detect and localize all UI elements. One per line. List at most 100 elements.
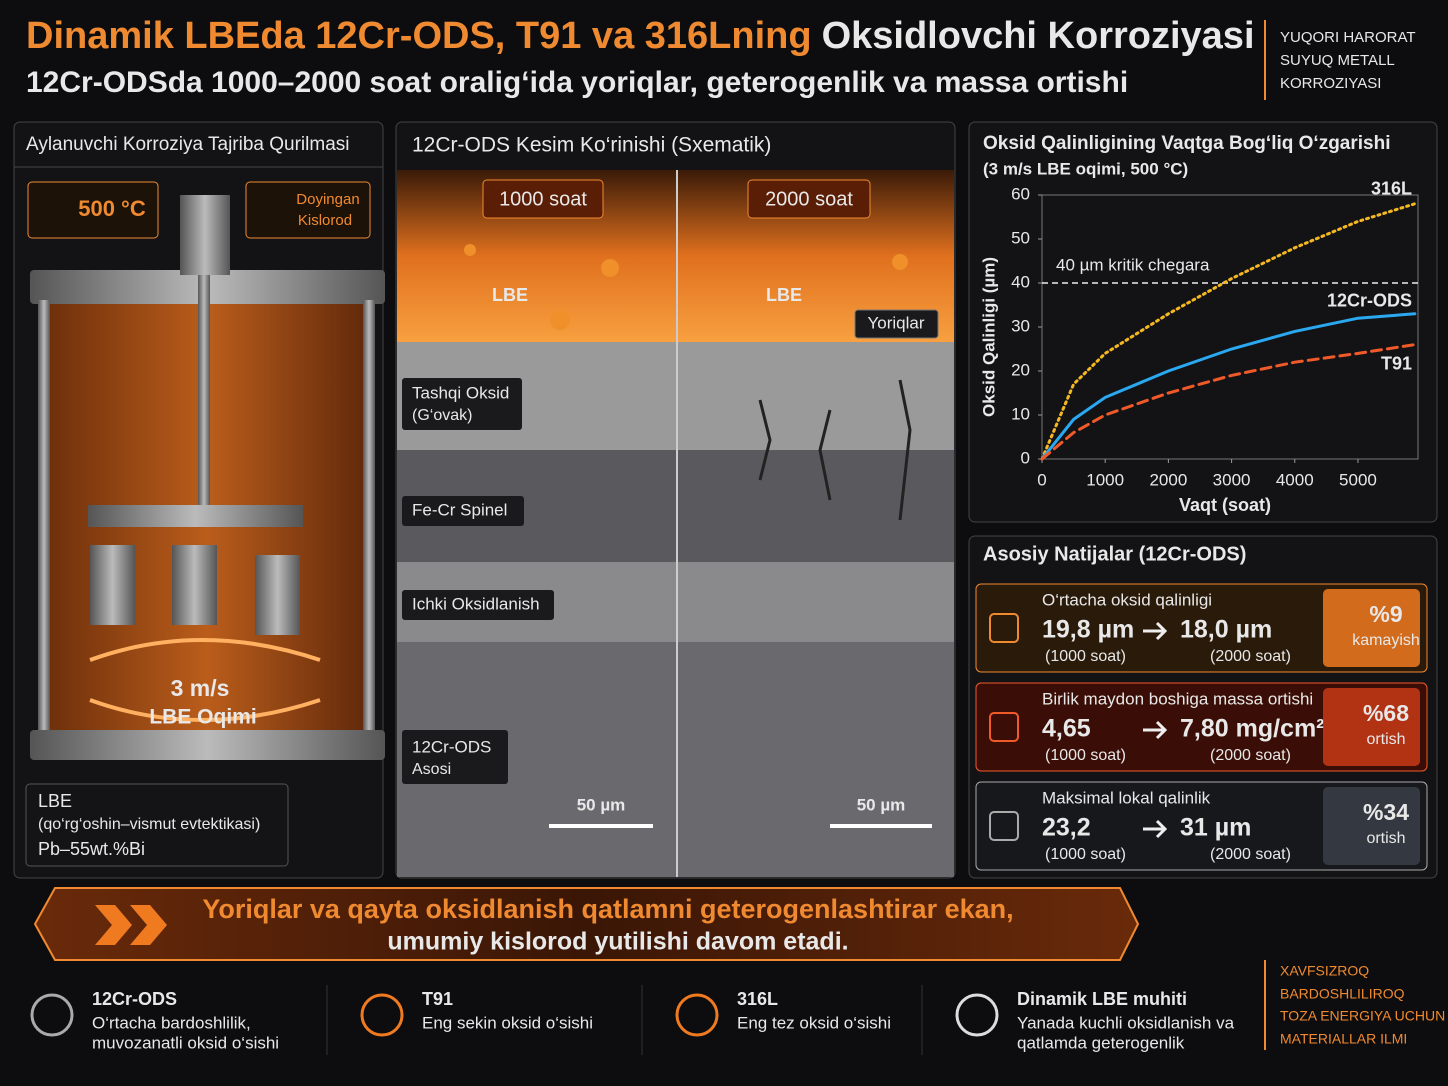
time-box — [482, 179, 604, 219]
change-label: ortish — [1366, 830, 1405, 847]
banner-text: umumiy kislorod yutilishi davom etadi. — [387, 928, 848, 956]
panel-title: 12Cr-ODS Kesim Ko‘rinishi (Sxematik) — [412, 134, 771, 157]
result-note: (2000 soat) — [1210, 747, 1291, 764]
series-label: 12Cr-ODS — [1327, 291, 1412, 311]
footer-title: T91 — [422, 989, 453, 1009]
sample — [90, 545, 135, 625]
bubble — [550, 310, 570, 330]
result-title: Maksimal lokal qalinlik — [1042, 788, 1211, 807]
side-note: MATERIALLAR ILMI — [1280, 1031, 1407, 1047]
change-box — [1323, 688, 1420, 766]
oxygen: Kislorod — [298, 212, 352, 229]
footer-title: Dinamik LBE muhiti — [1017, 989, 1187, 1009]
result-note: (1000 soat) — [1045, 747, 1126, 764]
oxygen: Doyingan — [296, 191, 359, 208]
icon — [989, 613, 1019, 643]
arrow — [1143, 720, 1168, 740]
arrow — [1143, 621, 1168, 641]
y-tick-label: 0 — [1021, 448, 1030, 467]
footer-text: Eng sekin oksid o‘sishi — [422, 1013, 593, 1032]
tag: KORROZIYASI — [1280, 75, 1381, 92]
crack-box — [854, 309, 939, 339]
x-tick-label: 2000 — [1149, 470, 1187, 489]
change-box — [1323, 787, 1420, 865]
result-to: 31 µm — [1180, 814, 1251, 842]
x-tick-label: 3000 — [1213, 470, 1251, 489]
layer-box — [402, 730, 508, 784]
scale-label: 50 µm — [577, 795, 626, 814]
medium-label: LBE — [492, 285, 528, 305]
result-from: 19,8 µm — [1042, 616, 1134, 644]
footer-text: Eng tez oksid o‘sishi — [737, 1013, 891, 1032]
result-to: 18,0 µm — [1180, 616, 1272, 644]
layer-label: Ichki Oksidlanish — [412, 594, 540, 613]
lbe-desc: (qo‘rg‘oshin–vismut evtektikasi) — [38, 816, 260, 833]
footer-title: 12Cr-ODS — [92, 989, 177, 1009]
layer-label: 12Cr-ODS — [412, 737, 491, 756]
result-card — [975, 682, 1428, 772]
layer-note: (G‘ovak) — [412, 407, 472, 424]
title: Dinamik LBEda 12Cr-ODS, T91 va 316Lning O… — [26, 15, 1255, 57]
result-title: O‘rtacha oksid qalinligi — [1042, 590, 1212, 609]
footer-icon — [675, 993, 719, 1037]
rod — [38, 300, 50, 730]
icon — [989, 712, 1019, 742]
tag: SUYUQ METALL — [1280, 52, 1395, 69]
footer-text: qatlamda geterogenlik — [1017, 1033, 1185, 1052]
bubble — [464, 244, 476, 256]
arm — [88, 505, 303, 527]
layer-box — [402, 496, 524, 526]
footer-text: Yanada kuchli oksidlanish va — [1017, 1013, 1235, 1032]
x-tick-label: 1000 — [1086, 470, 1124, 489]
crack-label: Yoriqlar — [867, 313, 924, 332]
result-card — [975, 583, 1428, 673]
lbe-composition: Pb–55wt.%Bi — [38, 839, 145, 859]
side-note: XAVFSIZROQ — [1280, 963, 1369, 979]
temp-box — [27, 181, 159, 239]
banner — [33, 887, 1140, 961]
result-note: (1000 soat) — [1045, 648, 1126, 665]
change-value: %68 — [1363, 700, 1409, 726]
chart-subtitle: (3 m/s LBE oqimi, 500 °C) — [983, 159, 1188, 178]
x-tick-label: 5000 — [1339, 470, 1377, 489]
result-from: 4,65 — [1042, 715, 1091, 743]
y-tick-label: 30 — [1011, 316, 1030, 335]
layer-box — [402, 590, 554, 620]
motor — [180, 195, 230, 275]
side-note: BARDOSHLILIROQ — [1280, 986, 1405, 1002]
arrow — [1143, 819, 1168, 839]
results-title: Asosiy Natijalar (12Cr-ODS) — [983, 543, 1246, 565]
x-tick-label: 4000 — [1276, 470, 1314, 489]
change-label: ortish — [1366, 731, 1405, 748]
sample — [255, 555, 300, 635]
time-box — [747, 179, 871, 219]
footer-icon — [30, 993, 74, 1037]
y-tick-label: 20 — [1011, 360, 1030, 379]
chart-title: Oksid Qalinligining Vaqtga Bog‘liq O‘zga… — [983, 133, 1391, 154]
time-label: 2000 soat — [765, 188, 853, 210]
chart-panel — [968, 121, 1438, 523]
y-tick-label: 10 — [1011, 404, 1030, 423]
side-note: TOZA ENERGIYA UCHUN — [1280, 1008, 1445, 1024]
bubble — [892, 254, 908, 270]
lbe-box — [25, 783, 289, 867]
change-value: %34 — [1363, 799, 1409, 825]
series-line — [1040, 312, 1417, 461]
flow-arrows — [89, 638, 321, 722]
threshold-label: 40 µm kritik chegara — [1056, 255, 1210, 274]
series-line — [1040, 343, 1417, 461]
banner-text: Yoriqlar va qayta oksidlanish qatlamni g… — [202, 894, 1013, 924]
y-tick-label: 60 — [1011, 184, 1030, 203]
result-note: (1000 soat) — [1045, 846, 1126, 863]
result-from: 23,2 — [1042, 814, 1091, 842]
result-to: 7,80 mg/cm² — [1180, 715, 1325, 743]
result-note: (2000 soat) — [1210, 648, 1291, 665]
change-box — [1323, 589, 1420, 667]
y-tick-label: 40 — [1011, 272, 1030, 291]
footer-title: 316L — [737, 989, 778, 1009]
x-tick-label: 0 — [1037, 470, 1046, 489]
rod — [363, 300, 375, 730]
title-a: Dinamik LBEda 12Cr-ODS, T91 va 316Lning — [26, 15, 812, 57]
subtitle: 12Cr-ODSda 1000–2000 soat oralig‘ida yor… — [26, 66, 1128, 99]
